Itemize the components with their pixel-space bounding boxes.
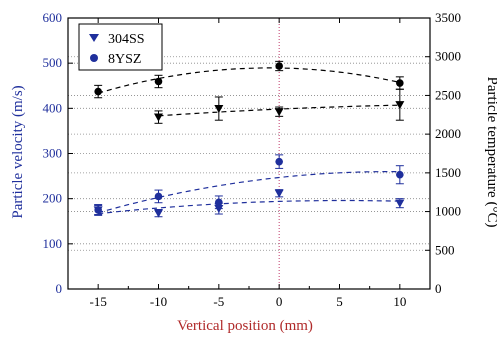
axes [67, 17, 431, 290]
data-point-circle [154, 77, 163, 86]
x-tick-label: -5 [213, 294, 224, 309]
trend-curve [98, 67, 400, 94]
data-point-triangle [395, 199, 405, 208]
data-point-triangle [154, 113, 163, 122]
x-tick-label: 10 [393, 294, 406, 309]
y-right-tick-label: 1500 [435, 165, 461, 180]
x-axis-title: Vertical position (mm) [177, 318, 313, 334]
legend-marker-304ss [89, 34, 99, 42]
legend-box [78, 23, 163, 71]
y-left-tick-label: 200 [43, 191, 63, 206]
data-point-circle [94, 206, 102, 214]
y-right-tick-label: 3500 [435, 10, 461, 25]
y-left-tick-label: 400 [43, 100, 63, 115]
legend-marker-8ysz [90, 54, 98, 62]
y-axis-title-right: Particle temperature (°C) [484, 77, 497, 228]
trend-curve [98, 171, 400, 214]
y-right-tick-label: 0 [435, 281, 442, 296]
legend: 304SS 8YSZ [78, 23, 163, 71]
data-point-circle [396, 79, 404, 87]
x-tick-label: -15 [89, 294, 106, 309]
x-tick-label: 0 [276, 294, 283, 309]
data-point-triangle [154, 209, 163, 218]
y-left-tick-label: 300 [43, 146, 63, 161]
legend-label-8ysz: 8YSZ [108, 52, 141, 67]
y-left-tick-label: 500 [43, 55, 63, 70]
y-left-tick-label: 100 [43, 236, 63, 251]
data-marks [93, 60, 405, 218]
y-right-tick-label: 500 [435, 242, 455, 257]
y-left-tick-label: 600 [43, 10, 63, 25]
y-axis-title-left: Particle velocity (m/s) [10, 85, 26, 218]
y-right-tick-label: 1000 [435, 204, 461, 219]
data-point-triangle [395, 101, 405, 110]
tick-labels: -15 -10 -5 0 5 100100200300400500600050010001… [43, 10, 462, 309]
x-tick-label: 5 [336, 294, 343, 309]
y-right-tick-label: 3000 [435, 49, 461, 64]
data-point-triangle [274, 189, 284, 198]
y-right-tick-label: 2500 [435, 87, 461, 102]
y-left-tick-label: 0 [56, 281, 63, 296]
x-tick-label: -10 [150, 294, 167, 309]
trend-curves [98, 67, 400, 215]
grid-lines [68, 18, 430, 289]
legend-label-304ss: 304SS [108, 32, 145, 47]
y-right-tick-label: 2000 [435, 126, 461, 141]
data-point-triangle [214, 104, 224, 114]
data-point-circle [396, 170, 404, 179]
data-point-circle [94, 87, 102, 96]
data-point-circle [215, 198, 223, 207]
data-point-circle [154, 192, 163, 201]
data-point-circle [275, 157, 283, 166]
data-point-triangle [274, 108, 284, 117]
data-point-circle [275, 62, 283, 70]
